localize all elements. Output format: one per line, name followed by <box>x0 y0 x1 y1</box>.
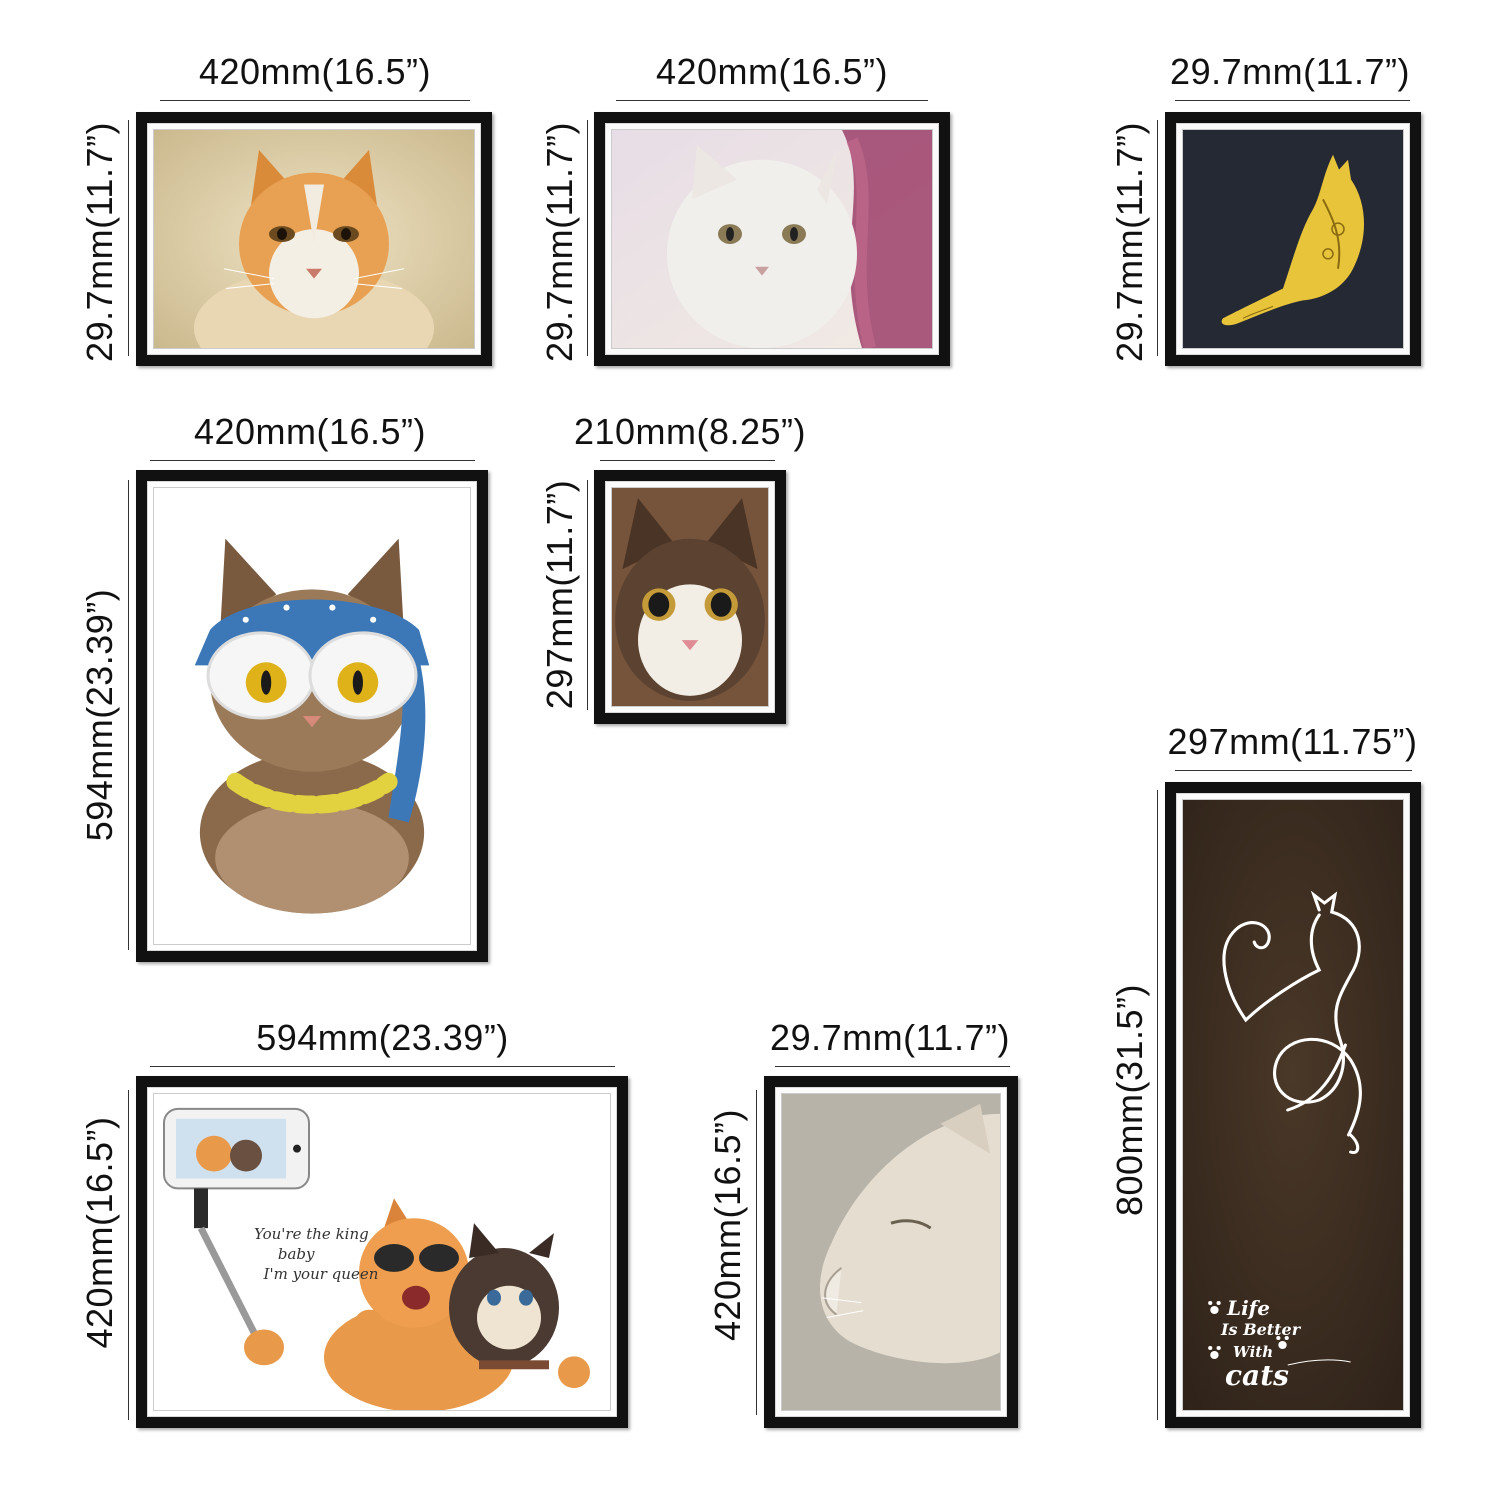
frame-sunglasses-cat <box>136 470 488 962</box>
frame-2-height-line <box>587 120 588 356</box>
frame-6-width-label: 594mm(23.39”) <box>256 1017 509 1058</box>
frame-8-height-label: 800mm(31.5”) <box>1109 983 1150 1217</box>
frame-7-height-label: 420mm(16.5”) <box>707 1108 748 1342</box>
frame-2-width-label: 420mm(16.5”) <box>655 51 889 92</box>
frame-ginger-cat <box>136 112 492 366</box>
frame-white-persian-cat <box>594 112 950 366</box>
frame-tabby-cat <box>594 470 786 724</box>
frame-1-height-line <box>128 120 129 356</box>
frame-3-height-label: 29.7mm(11.7”) <box>1109 122 1150 362</box>
mat <box>147 123 481 355</box>
frame-5-height-line <box>587 480 588 710</box>
sunglasses-cat-art <box>153 487 471 945</box>
mat <box>147 481 477 951</box>
frame-7-width-line <box>775 1066 1010 1067</box>
frame-3-width-line <box>1175 100 1410 101</box>
life-text-1: Life <box>1227 1296 1270 1320</box>
frame-6-height-line <box>128 1090 129 1420</box>
frame-gold-mandala-cat <box>1165 112 1421 366</box>
tabby-cat-art <box>611 487 769 707</box>
frame-3-height-line <box>1157 120 1158 356</box>
frame-line-art-cat: Life Is Better With cats <box>1165 782 1421 1428</box>
sleeping-cat-art <box>781 1093 1001 1411</box>
frame-6-height-label: 420mm(16.5”) <box>79 1116 120 1349</box>
frame-4-height-line <box>128 480 129 950</box>
mat <box>775 1087 1007 1417</box>
selfie-quote-text: You're the king baby I'm your queen <box>254 1225 379 1283</box>
frame-4-width-label: 420mm(16.5”) <box>193 411 427 452</box>
frame-4-height-label: 594mm(23.39”) <box>79 588 120 842</box>
frame-1-width-line <box>160 100 470 101</box>
white-persian-cat-art <box>611 129 933 349</box>
mat <box>1176 123 1410 355</box>
frame-3-width-label: 29.7mm(11.7”) <box>1170 51 1410 92</box>
frame-1-height-label: 29.7mm(11.7”) <box>79 122 120 362</box>
frame-8-height-line <box>1157 790 1158 1420</box>
frame-2-width-line <box>616 100 928 101</box>
frame-sleeping-cat <box>764 1076 1018 1428</box>
frame-2-height-label: 29.7mm(11.7”) <box>539 122 580 362</box>
line-art-cat-art: Life Is Better With cats <box>1182 799 1404 1411</box>
mat <box>605 123 939 355</box>
mat <box>605 481 775 713</box>
frame-6-width-line <box>150 1066 615 1067</box>
life-text-4: cats <box>1225 1359 1289 1392</box>
frame-4-width-line <box>150 460 475 461</box>
frame-selfie-cats: You're the king baby I'm your queen <box>136 1076 628 1428</box>
ginger-cat-art <box>153 129 475 349</box>
frame-7-width-label: 29.7mm(11.7”) <box>770 1017 1010 1058</box>
frame-5-width-line <box>600 460 775 461</box>
frame-8-width-line <box>1175 770 1412 771</box>
selfie-cats-art: You're the king baby I'm your queen <box>153 1093 611 1411</box>
frame-7-height-line <box>756 1090 757 1415</box>
gold-mandala-cat-art <box>1182 129 1404 349</box>
life-text-3: With <box>1233 1343 1274 1361</box>
mat: Life Is Better With cats <box>1176 793 1410 1417</box>
frame-1-width-label: 420mm(16.5”) <box>198 51 432 92</box>
mat: You're the king baby I'm your queen <box>147 1087 617 1417</box>
life-text-2: Is Better <box>1221 1320 1301 1339</box>
frame-8-width-label: 297mm(11.75”) <box>1167 721 1418 762</box>
frame-5-width-label: 210mm(8.25”) <box>573 411 807 452</box>
frame-5-height-label: 297mm(11.7”) <box>539 479 580 710</box>
